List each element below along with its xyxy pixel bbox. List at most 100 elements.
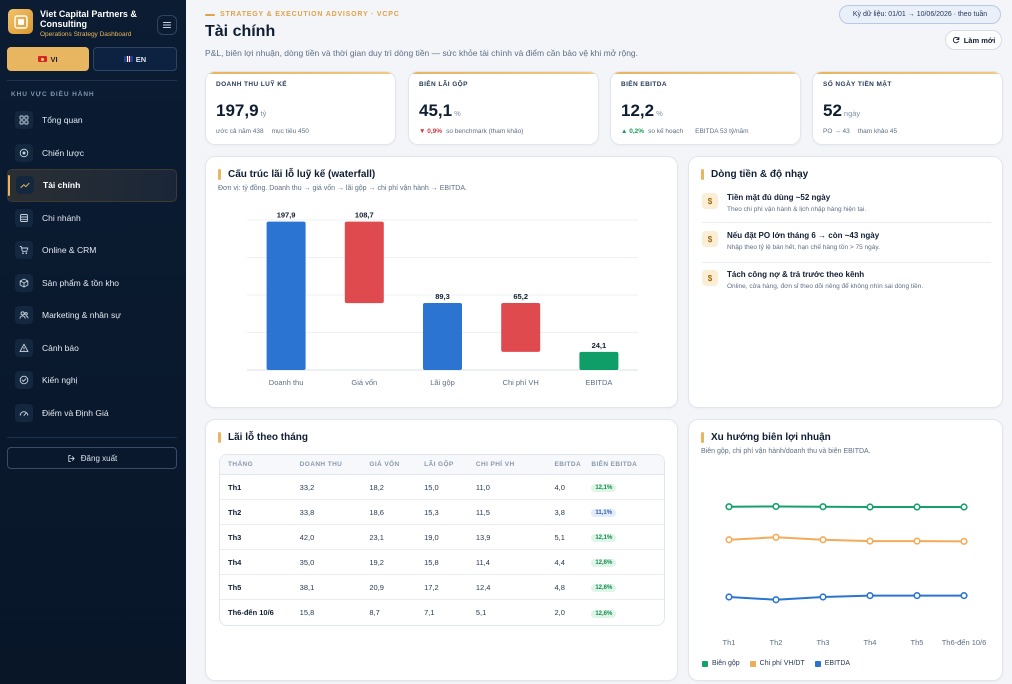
sidebar-item-diem-va-dinh-gia[interactable]: Điểm và Định Giá (7, 397, 177, 430)
data-point[interactable] (866, 503, 874, 511)
sidebar-item-online-crm[interactable]: Online & CRM (7, 234, 177, 267)
column-header[interactable]: DOANH THU (299, 461, 343, 468)
data-point[interactable] (772, 596, 780, 604)
table-cell: 38,1 (299, 582, 315, 592)
refresh-label: Làm mới (963, 35, 996, 45)
data-point[interactable] (819, 593, 827, 601)
table-row[interactable]: Th1 33,2 18,2 15,0 11,0 4,0 12,1% (220, 475, 664, 500)
cashflow-item-desc: Nhập theo tỷ lệ bán hết, hạn chế hàng tồ… (727, 244, 880, 251)
language-switcher: VI EN (7, 47, 177, 71)
table-row[interactable]: Th2 33,8 18,6 15,3 11,5 3,8 11,1% (220, 500, 664, 525)
data-point[interactable] (819, 503, 827, 511)
bar-value-label: 24,1 (592, 341, 607, 350)
menu-toggle-button[interactable] (157, 15, 177, 35)
table-row[interactable]: Th3 42,0 23,1 19,0 13,9 5,1 12,1% (220, 525, 664, 550)
table-row[interactable]: Th4 35,0 19,2 15,8 11,4 4,4 12,6% (220, 550, 664, 575)
kpi-unit: % (656, 109, 663, 118)
table-cell: Th4 (228, 557, 242, 567)
check-circle-icon (15, 371, 33, 390)
data-point[interactable] (913, 537, 921, 545)
column-header[interactable]: LÃI GỘP (424, 461, 454, 468)
page-eyebrow: STRATEGY & EXECUTION ADVISORY · VCPC (205, 11, 400, 18)
table-cell: 3,8 (554, 507, 565, 517)
column-header[interactable]: CHI PHÍ VH (475, 461, 515, 468)
data-period-badge[interactable]: Kỳ dữ liệu: 01/01 → 10/06/2026 · theo tu… (839, 5, 1001, 24)
sidebar-item-tai-chinh[interactable]: Tài chính (7, 169, 177, 202)
sidebar-item-label: Điểm và Định Giá (42, 407, 109, 418)
refresh-icon (952, 36, 960, 44)
lang-vi-button[interactable]: VI (7, 47, 89, 71)
sidebar-item-chi-nhanh[interactable]: Chi nhánh (7, 202, 177, 235)
waterfall-bar[interactable] (344, 221, 384, 304)
table-row[interactable]: Th5 38,1 20,9 17,2 12,4 4,8 12,6% (220, 575, 664, 600)
table-cell: 4,8 (554, 582, 565, 592)
kpi-foot-secondary: EBITDA 53 tỷ/năm (695, 128, 749, 135)
data-point[interactable] (960, 592, 968, 600)
table-cell: 5,1 (475, 608, 487, 617)
series-line (728, 594, 964, 601)
sidebar-item-label: Tài chính (43, 180, 81, 191)
kpi-value: 197,9 (216, 101, 259, 120)
sidebar-divider (7, 80, 177, 81)
column-header[interactable]: EBITDA (554, 461, 582, 468)
table-cell: 18,6 (369, 507, 384, 517)
lang-en-button[interactable]: EN (93, 47, 177, 71)
sidebar-item-label: Online & CRM (42, 245, 97, 256)
data-point[interactable] (913, 592, 921, 600)
kpi-value: 12,2 (621, 101, 655, 120)
kpi-foot-primary: so kế hoạch (648, 128, 684, 135)
table-header: THÁNG DOANH THU GIÁ VỐN LÃI GỘP CHI PHÍ … (220, 455, 664, 475)
sidebar-item-chien-luoc[interactable]: Chiến lược (7, 137, 177, 170)
data-point[interactable] (913, 503, 921, 511)
table-row[interactable]: Th6-đến 10/6 15,8 8,7 7,1 5,1 2,0 12,6% (220, 600, 664, 625)
table-cell: 42,0 (299, 532, 315, 542)
data-point[interactable] (866, 537, 874, 545)
table-cell: Th5 (228, 582, 242, 592)
legend-item[interactable]: EBITDA (814, 660, 850, 667)
legend-item[interactable]: Biên gộp (702, 660, 740, 667)
sidebar-item-tong-quan[interactable]: Tổng quan (7, 104, 177, 137)
data-point[interactable] (960, 537, 968, 545)
data-point[interactable] (866, 592, 874, 600)
data-point[interactable] (819, 536, 827, 544)
column-header[interactable]: GIÁ VỐN (369, 461, 400, 468)
kpi-foot-primary: so benchmark (tham khảo) (446, 128, 524, 135)
hamburger-icon (162, 21, 172, 29)
refresh-button[interactable]: Làm mới (945, 30, 1002, 50)
kpi-foot-secondary: mục tiêu 450 (271, 128, 309, 135)
sidebar-item-label: Sản phẩm & tồn kho (42, 277, 120, 288)
data-point[interactable] (772, 502, 780, 511)
sidebar-item-canh-bao[interactable]: Cảnh báo (7, 332, 177, 365)
data-point[interactable] (725, 593, 733, 601)
waterfall-bar[interactable] (579, 351, 619, 370)
data-point[interactable] (772, 533, 780, 541)
legend-item[interactable]: Chi phí VH/DT (749, 660, 805, 667)
sidebar-item-kien-nghi[interactable]: Kiến nghị (7, 364, 177, 397)
divider (702, 222, 991, 223)
x-tick-label: Th6-đến 10/6 (942, 638, 987, 647)
table-cell: 7,1 (424, 608, 435, 617)
waterfall-bar[interactable] (266, 221, 306, 370)
waterfall-bar[interactable] (423, 303, 462, 370)
logout-button[interactable]: Đăng xuất (7, 447, 177, 469)
waterfall-bar[interactable] (501, 303, 541, 352)
table-cell: 18,2 (369, 482, 384, 492)
cashflow-item-title: Tách công nợ & trả trước theo kênh (727, 270, 865, 279)
brand[interactable]: Viet Capital Partners & Consulting Opera… (8, 9, 140, 39)
page-subtitle: P&L, biên lợi nhuận, dòng tiền và thời g… (205, 48, 639, 58)
column-header[interactable]: THÁNG (228, 461, 254, 468)
store-icon (15, 208, 33, 227)
table-cell: Th2 (228, 507, 242, 517)
sidebar-item-marketing-nhan-su[interactable]: Marketing & nhân sự (7, 299, 177, 332)
sidebar-divider (7, 437, 177, 438)
data-point[interactable] (960, 503, 968, 511)
sidebar-item-san-pham-ton-kho[interactable]: Sản phẩm & tồn kho (7, 267, 177, 300)
kpi-label: BIÊN EBITDA (621, 81, 667, 88)
grid-icon (15, 111, 33, 130)
data-point[interactable] (725, 503, 733, 511)
x-tick-label: Th1 (723, 638, 736, 647)
cashflow-title: Dòng tiền & độ nhạy (701, 169, 808, 180)
data-point[interactable] (725, 536, 733, 544)
column-header[interactable]: BIÊN EBITDA (591, 461, 638, 468)
table-cell: 4,4 (554, 557, 565, 567)
